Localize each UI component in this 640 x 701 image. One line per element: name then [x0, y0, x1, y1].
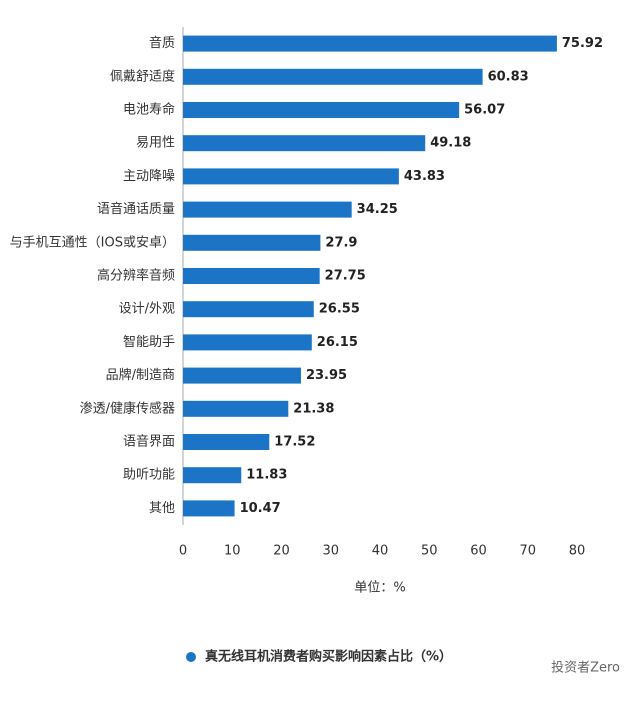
value-label: 11.83 [246, 468, 287, 483]
y-tick-label: 其他 [149, 501, 175, 516]
y-tick-label: 与手机互通性（IOS或安卓） [10, 235, 175, 250]
value-label: 43.83 [404, 169, 445, 184]
bar [183, 467, 242, 484]
bar [183, 68, 483, 85]
value-label: 23.95 [306, 368, 347, 383]
y-tick-label: 品牌/制造商 [106, 367, 175, 383]
bar [183, 268, 320, 284]
bar [183, 367, 301, 384]
watermark: 投资者Zero [551, 660, 620, 676]
bar [183, 301, 314, 318]
x-tick-label: 10 [224, 544, 241, 559]
x-tick-label: 40 [372, 544, 389, 559]
bar [183, 234, 321, 251]
x-tick-label: 0 [179, 544, 187, 559]
value-label: 17.52 [274, 435, 315, 450]
legend-marker [186, 652, 196, 662]
bar [183, 135, 426, 152]
value-label: 26.55 [319, 302, 360, 317]
bar [183, 35, 557, 52]
y-tick-label: 高分辨率音频 [97, 268, 175, 284]
x-tick-label: 50 [421, 544, 438, 559]
x-axis-label: 单位：% [354, 581, 405, 596]
y-tick-label: 设计/外观 [119, 302, 175, 317]
x-tick-label: 60 [470, 544, 487, 559]
legend-label: 真无线耳机消费者购买影响因素占比（%） [205, 649, 452, 665]
y-tick-label: 助听功能 [123, 468, 175, 483]
bar [183, 334, 312, 351]
y-tick-label: 渗透/健康传感器 [80, 400, 175, 416]
value-label: 60.83 [488, 69, 529, 84]
y-tick-label: 语音界面 [123, 434, 175, 450]
value-label: 21.38 [293, 401, 334, 416]
y-tick-label: 易用性 [136, 136, 175, 151]
value-label: 75.92 [562, 36, 603, 51]
y-tick-label: 语音通话质量 [97, 201, 175, 217]
x-tick-label: 30 [322, 544, 339, 559]
x-tick-label: 20 [273, 544, 290, 559]
bar [183, 500, 235, 517]
bar [183, 168, 399, 185]
value-label: 27.9 [325, 235, 357, 250]
value-label: 27.75 [325, 269, 366, 284]
value-label: 34.25 [357, 202, 398, 217]
value-label: 56.07 [464, 103, 505, 118]
y-tick-label: 智能助手 [123, 335, 175, 350]
y-tick-label: 电池寿命 [123, 102, 175, 118]
bar [183, 434, 270, 450]
bar [183, 102, 460, 118]
bar [183, 400, 289, 417]
value-label: 49.18 [430, 136, 471, 151]
x-tick-label: 80 [569, 544, 586, 559]
value-label: 26.15 [317, 335, 358, 350]
y-tick-label: 佩戴舒适度 [110, 68, 175, 84]
x-tick-label: 70 [519, 544, 536, 559]
value-label: 10.47 [240, 501, 281, 516]
bar [183, 201, 352, 218]
y-tick-label: 音质 [149, 35, 175, 51]
y-tick-label: 主动降噪 [123, 169, 175, 184]
